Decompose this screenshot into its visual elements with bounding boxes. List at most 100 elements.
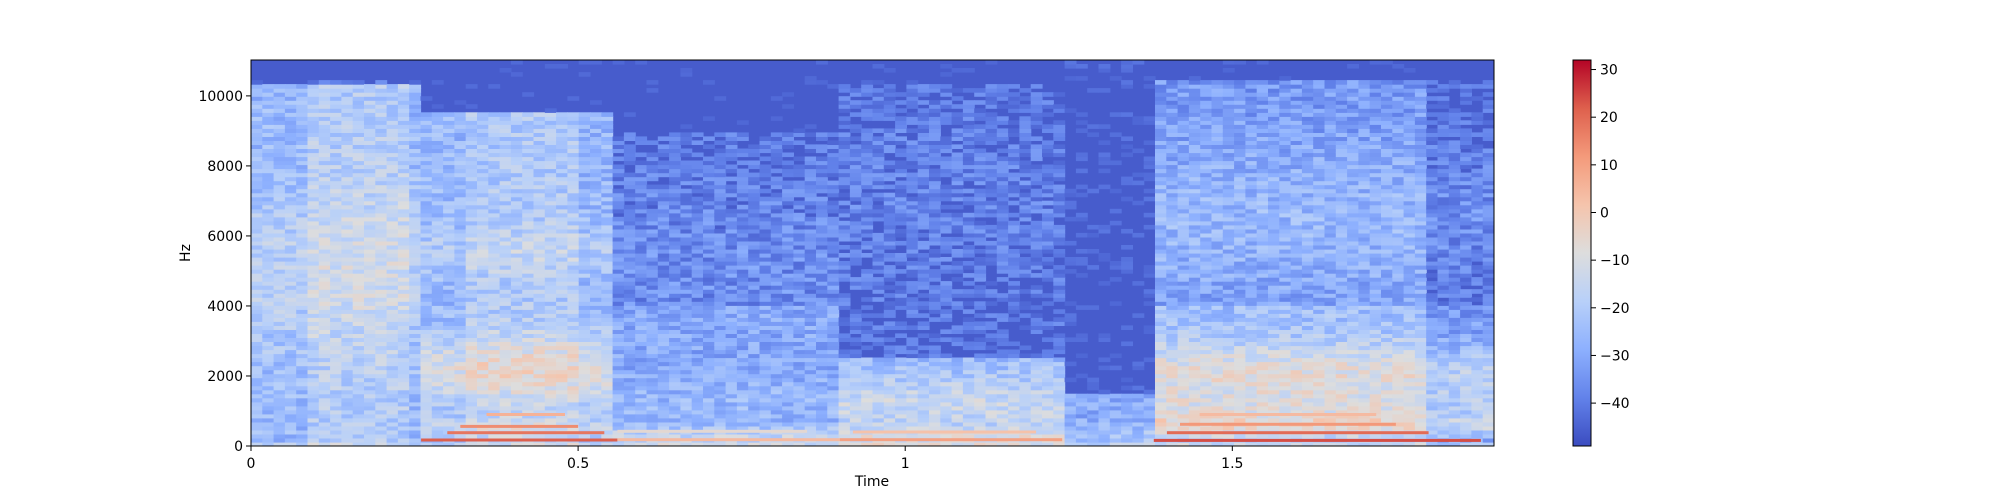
spectrogram-cell (872, 136, 885, 141)
spectrogram-cell (906, 417, 919, 423)
spectrogram-cell (601, 393, 614, 399)
spectrogram-cell (296, 136, 309, 141)
spectrogram-cell (533, 409, 546, 415)
spectrogram-cell (895, 333, 907, 338)
spectrogram-cell (872, 442, 885, 446)
spectrogram-cell (827, 369, 840, 375)
spectrogram-cell (533, 224, 546, 230)
spectrogram-cell (635, 393, 648, 399)
spectrogram-cell (748, 389, 761, 395)
spectrogram-cell (872, 381, 885, 387)
spectrogram-cell (917, 124, 930, 129)
spectrogram-cell (386, 164, 399, 170)
spectrogram-cell (296, 329, 309, 334)
spectrogram-cell (646, 405, 659, 411)
spectrogram-cell (736, 216, 749, 222)
spectrogram-cell (906, 84, 919, 89)
spectrogram-cell (420, 152, 433, 158)
spectrogram-cell (782, 417, 794, 423)
spectrogram-cell (612, 309, 625, 314)
spectrogram-cell (940, 224, 953, 230)
spectrogram-cell (375, 309, 388, 314)
spectrogram-cell (804, 321, 817, 326)
spectrogram-cell (307, 96, 320, 101)
spectrogram-cell (635, 345, 648, 351)
spectrogram-cell (364, 313, 376, 318)
spectrogram-cell (522, 120, 535, 125)
spectrogram-cell (590, 245, 602, 250)
spectrogram-cell (680, 220, 693, 226)
spectrogram-cell (296, 357, 309, 363)
spectrogram-cell (646, 369, 659, 375)
spectrogram-cell (352, 88, 365, 93)
spectrogram-cell (917, 132, 930, 137)
spectrogram-cell (816, 80, 828, 85)
spectrogram-cell (804, 285, 817, 290)
spectrogram-cell (318, 361, 331, 367)
spectrogram-cell (816, 176, 828, 182)
spectrogram-cell (510, 240, 523, 246)
spectrogram-cell (454, 192, 467, 198)
spectrogram-cell (861, 100, 874, 105)
spectrogram-cell (307, 425, 320, 431)
spectrogram-cell (601, 277, 614, 282)
spectrogram-cell (273, 124, 286, 129)
spectrogram-cell (590, 381, 602, 387)
spectrogram-cell (816, 220, 828, 226)
spectrogram-cell (443, 156, 455, 162)
spectrogram-cell (522, 442, 535, 446)
spectrogram-cell (838, 273, 851, 278)
spectrogram-cell (590, 293, 602, 298)
spectrogram-cell (804, 397, 817, 403)
spectrogram-cell (375, 200, 388, 206)
spectrogram-cell (917, 405, 930, 411)
spectrogram-cell (443, 261, 455, 266)
spectrogram-cell (443, 132, 455, 137)
spectrogram-cell (431, 289, 444, 294)
spectrogram-cell (330, 309, 342, 314)
spectrogram-cell (397, 128, 410, 133)
spectrogram-cell (748, 253, 761, 258)
spectrogram-cell (409, 257, 422, 262)
spectrogram-cell (793, 220, 806, 226)
spectrogram-cell (635, 152, 648, 158)
spectrogram-cell (251, 317, 263, 322)
spectrogram-cell (296, 240, 309, 246)
spectrogram-cell (714, 393, 727, 399)
spectrogram-cell (251, 240, 263, 246)
spectrogram-cell (793, 417, 806, 423)
spectrogram-cell (917, 293, 930, 298)
spectrogram-cell (477, 245, 489, 250)
spectrogram-cell (262, 397, 275, 403)
spectrogram-cell (307, 200, 320, 206)
spectrogram-cell (386, 108, 399, 113)
spectrogram-cell (567, 385, 580, 391)
spectrogram-cell (307, 341, 320, 347)
spectrogram-cell (691, 277, 704, 282)
spectrogram-cell (590, 136, 602, 141)
spectrogram-cell (657, 393, 670, 399)
spectrogram-cell (849, 317, 862, 322)
spectrogram-cell (567, 273, 580, 278)
spectrogram-cell (477, 341, 489, 347)
spectrogram-cell (725, 442, 738, 446)
spectrogram-cell (522, 309, 535, 314)
spectrogram-cell (612, 285, 625, 290)
spectrogram-cell (793, 325, 806, 330)
spectrogram-cell (816, 433, 828, 439)
spectrogram-cell (375, 438, 388, 443)
spectrogram-cell (748, 164, 761, 170)
spectrogram-cell (454, 301, 467, 306)
spectrogram-cell (465, 220, 478, 226)
spectrogram-cell (284, 417, 297, 423)
spectrogram-cell (499, 337, 512, 342)
spectrogram-cell (488, 397, 501, 403)
spectrogram-cell (827, 281, 840, 286)
spectrogram-cell (635, 204, 648, 210)
spectrogram-cell (330, 180, 342, 186)
spectrogram-cell (917, 220, 930, 226)
spectrogram-cell (872, 245, 885, 250)
spectrogram-cell (375, 112, 388, 117)
spectrogram-cell (251, 442, 263, 446)
spectrogram-cell (420, 425, 433, 431)
